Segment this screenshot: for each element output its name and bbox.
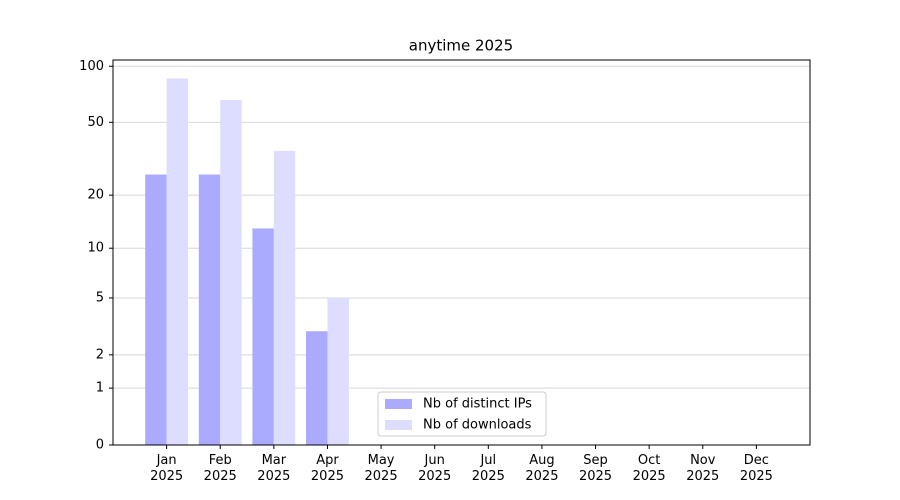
- plot-frame: [112, 59, 811, 446]
- legend-swatch: [385, 399, 412, 409]
- x-tick-label: Apr 2025: [310, 453, 344, 484]
- bar: [220, 99, 242, 445]
- x-tick-label: Jan 2025: [150, 453, 184, 484]
- x-tick-label: Dec 2025: [739, 453, 773, 484]
- legend-label: Nb of distinct IPs: [423, 397, 532, 412]
- x-tick-label: Jun 2025: [418, 453, 452, 484]
- x-tick-label: Sep 2025: [578, 453, 613, 484]
- bar: [273, 150, 296, 446]
- chart-title: anytime 2025: [409, 37, 513, 55]
- x-tick-label: Feb 2025: [203, 453, 237, 484]
- y-tick-label: 20: [87, 188, 104, 203]
- y-tick-label: 5: [96, 290, 104, 305]
- legend-swatch: [385, 420, 412, 430]
- bar: [306, 331, 328, 445]
- bar: [252, 228, 274, 445]
- y-tick-label: 100: [79, 59, 104, 74]
- y-tick-label: 1: [96, 381, 104, 396]
- x-tick-label: Aug 2025: [525, 453, 559, 484]
- legend-box: [377, 391, 547, 437]
- y-tick-label: 50: [87, 115, 104, 130]
- x-tick-label: Mar 2025: [257, 453, 291, 484]
- x-tick-label: Nov 2025: [686, 453, 720, 484]
- bar: [145, 174, 167, 445]
- y-tick-label: 10: [87, 241, 104, 256]
- bar: [327, 297, 349, 445]
- x-tick-label: Jul 2025: [471, 453, 505, 484]
- bar: [198, 174, 221, 445]
- bar: [166, 78, 189, 446]
- legend-label: Nb of downloads: [423, 418, 532, 433]
- y-tick-label: 2: [96, 347, 104, 362]
- x-tick-label: May 2025: [364, 453, 398, 484]
- x-tick-label: Oct 2025: [632, 453, 666, 484]
- y-tick-label: 0: [96, 438, 104, 453]
